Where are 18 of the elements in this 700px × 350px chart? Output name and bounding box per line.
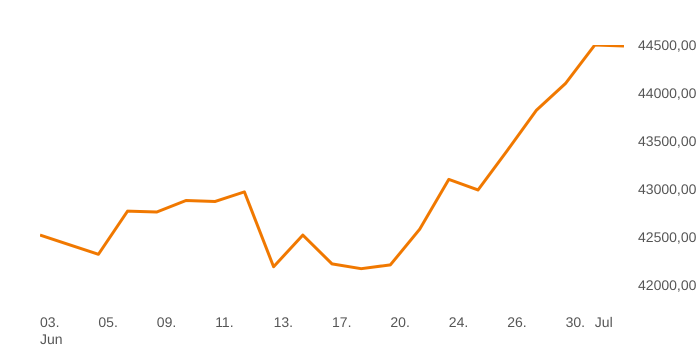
x-tick-label: 03. Jun bbox=[40, 314, 63, 347]
line-series bbox=[40, 45, 624, 270]
y-tick-label: 43000,00 bbox=[638, 180, 697, 197]
y-tick-label: 43500,00 bbox=[638, 132, 697, 149]
x-tick-label: 09. bbox=[156, 314, 176, 330]
x-tick-label: Jul bbox=[594, 314, 613, 330]
x-tick-label: 30. bbox=[566, 314, 586, 330]
x-tick-label: 20. bbox=[390, 314, 410, 330]
y-tick-label: 42000,00 bbox=[638, 276, 697, 293]
x-tick-label: 17. bbox=[332, 314, 352, 330]
y-tick-label: 44000,00 bbox=[638, 84, 697, 101]
y-tick-label: 44500,00 bbox=[638, 36, 697, 53]
x-tick-label: 13. bbox=[274, 314, 294, 330]
x-tick-label: 24. bbox=[448, 314, 468, 330]
x-tick-label: 26. bbox=[507, 314, 527, 330]
x-tick-label: 05. bbox=[98, 314, 118, 330]
x-tick-label: 11. bbox=[215, 314, 234, 330]
y-tick-label: 42500,00 bbox=[638, 228, 697, 245]
